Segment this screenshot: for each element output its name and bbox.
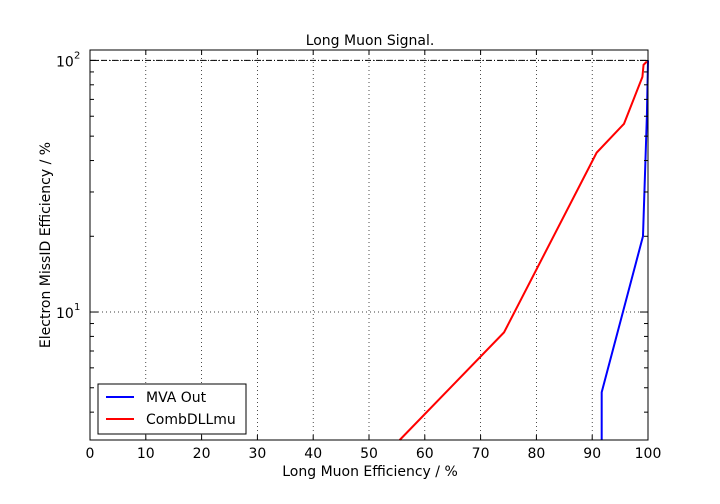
legend-label: CombDLLmu	[146, 412, 236, 428]
x-tick-label: 0	[86, 446, 95, 462]
y-axis-label: Electron MissID Efficiency / %	[38, 142, 54, 348]
x-axis-label: Long Muon Efficiency / %	[282, 464, 458, 480]
x-tick-label: 40	[304, 446, 322, 462]
legend-label: MVA Out	[146, 390, 207, 406]
x-tick-labels: 0 10 20 30 40 50 60 70 80 90 100	[86, 446, 662, 462]
x-tick-label: 80	[527, 446, 545, 462]
x-tick-label: 60	[416, 446, 434, 462]
y-tick-label-exponent: 1	[74, 302, 80, 313]
y-tick-label-exponent: 2	[74, 50, 80, 61]
axis-ticks	[89, 50, 649, 440]
plot-area-frame	[89, 49, 649, 441]
chart-title: Long Muon Signal.	[306, 33, 435, 49]
series-lines	[398, 60, 649, 441]
y-tick-label: 10 2	[56, 50, 80, 70]
x-tick-label: 100	[635, 446, 662, 462]
series-line-1	[398, 60, 648, 441]
y-tick-label: 10 1	[56, 302, 80, 322]
x-tick-label: 20	[193, 446, 211, 462]
x-tick-label: 70	[472, 446, 490, 462]
x-tick-label: 90	[583, 446, 601, 462]
grid	[90, 50, 648, 440]
legend-box	[97, 383, 247, 435]
x-tick-label: 30	[248, 446, 266, 462]
legend: MVA Out CombDLLmu	[97, 383, 247, 435]
x-tick-label: 50	[360, 446, 378, 462]
series-line-0	[600, 60, 649, 440]
y-tick-label-base: 10	[56, 306, 74, 322]
y-tick-label-base: 10	[56, 54, 74, 70]
x-tick-label: 10	[137, 446, 155, 462]
